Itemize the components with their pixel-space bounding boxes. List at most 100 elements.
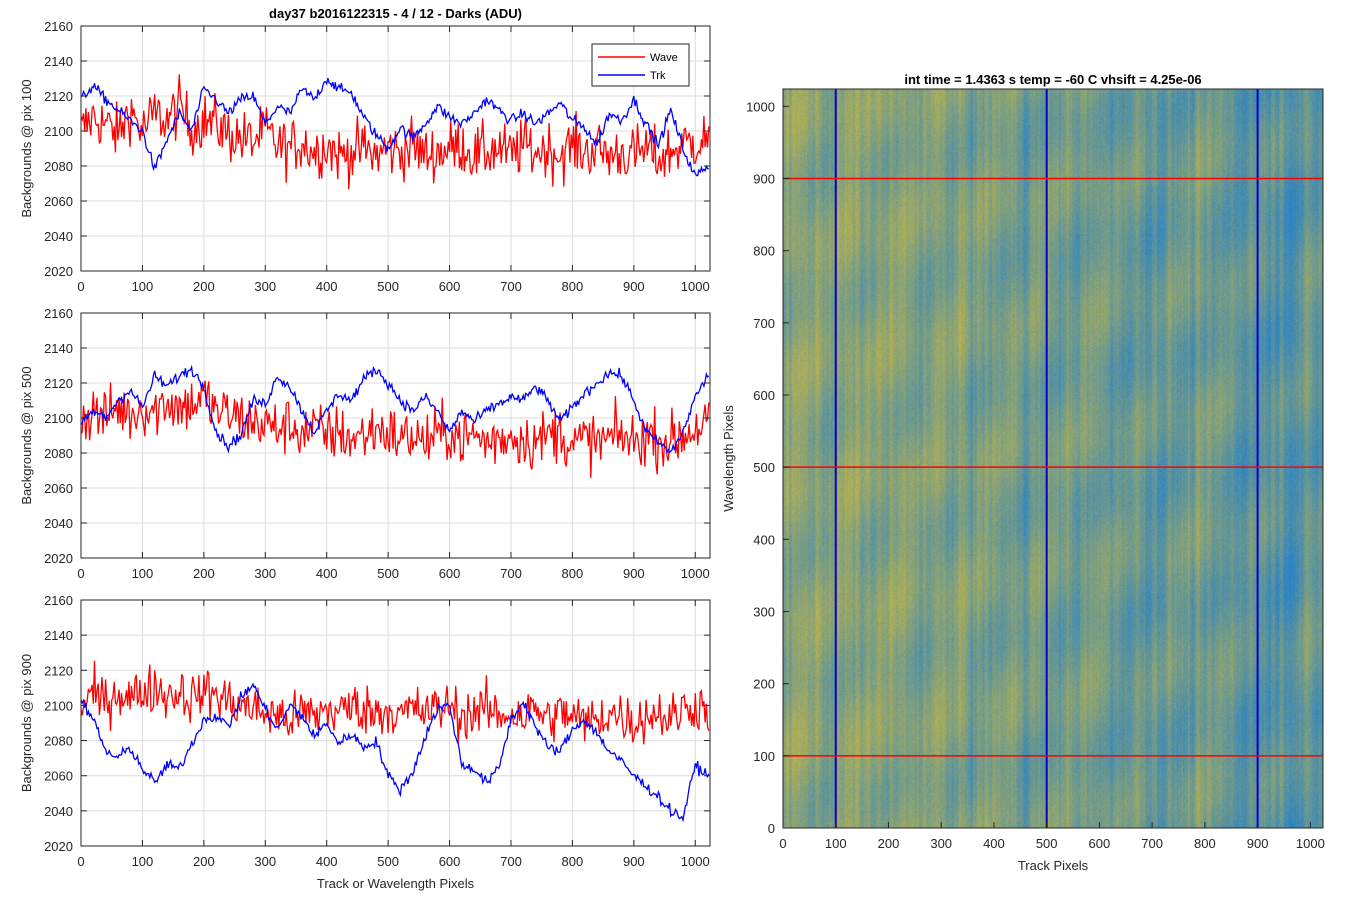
- y-tick-label: 2020: [44, 551, 73, 566]
- x-tick-label: 1000: [681, 854, 710, 869]
- y-tick-label: 2120: [44, 663, 73, 678]
- y-tick-label: 2040: [44, 516, 73, 531]
- axes-box: [80, 312, 711, 559]
- x-tick-label: 200: [193, 566, 215, 581]
- y-tick-label: 800: [753, 244, 775, 259]
- series-line-trk: [80, 77, 709, 177]
- x-tick-label: 600: [439, 279, 461, 294]
- y-tick-label: 2080: [44, 159, 73, 174]
- x-tick-label: 400: [316, 279, 338, 294]
- legend-box: [591, 43, 690, 87]
- x-tick-label: 400: [316, 854, 338, 869]
- y-tick-label: 2160: [44, 19, 73, 34]
- x-tick-label: 100: [132, 566, 154, 581]
- x-tick-label: 700: [500, 566, 522, 581]
- x-tick-label: 800: [1194, 836, 1216, 851]
- heatmap-chart: 0 100 200 300 400 500 600 700 800 900 1000 0 100 200 3…: [721, 72, 1325, 873]
- y-tick-label: 2080: [44, 446, 73, 461]
- x-tick-label: 700: [1141, 836, 1163, 851]
- y-tick-label: 500: [753, 460, 775, 475]
- axes-box: [782, 88, 1324, 829]
- x-tick-label: 100: [132, 279, 154, 294]
- figure-title: day37 b2016122315 - 4 / 12 - Darks (ADU): [269, 6, 522, 21]
- x-tick-label: 900: [623, 854, 645, 869]
- x-tick-label: 300: [254, 279, 276, 294]
- y-tick-label: 300: [753, 604, 775, 619]
- y-tick-label: 2160: [44, 306, 73, 321]
- y-tick-label: 0: [768, 821, 775, 836]
- y-tick-label: 2100: [44, 698, 73, 713]
- axes-box: [80, 25, 711, 272]
- y-tick-label: 2120: [44, 89, 73, 104]
- y-tick-label: 2020: [44, 264, 73, 279]
- x-tick-label: 1000: [681, 279, 710, 294]
- series-line-wave: [80, 380, 710, 478]
- x-tick-label: 400: [316, 566, 338, 581]
- y-tick-label: 2080: [44, 734, 73, 749]
- x-axis-label: Track Pixels: [1018, 858, 1089, 873]
- heatmap-title: int time = 1.4363 s temp = -60 C vhsift …: [904, 72, 1201, 87]
- y-tick-label: 1000: [746, 99, 775, 114]
- series-line-wave: [80, 660, 710, 745]
- x-tick-label: 500: [377, 854, 399, 869]
- y-tick-label: 2140: [44, 54, 73, 69]
- y-tick-label: 200: [753, 677, 775, 692]
- y-tick-label: 2160: [44, 593, 73, 608]
- line-chart-2: 0 100 200 300 400 500 600 700 800 900 1000 2020 2040…: [19, 306, 711, 581]
- x-tick-label: 900: [1247, 836, 1269, 851]
- x-tick-label: 1000: [1296, 836, 1325, 851]
- y-tick-label: 100: [753, 749, 775, 764]
- heatmap-image: [783, 89, 1323, 828]
- x-tick-label: 600: [439, 854, 461, 869]
- x-tick-label: 0: [77, 279, 84, 294]
- y-tick-label: 2060: [44, 194, 73, 209]
- y-tick-label: 2140: [44, 628, 73, 643]
- x-tick-label: 300: [254, 854, 276, 869]
- y-tick-label: 2020: [44, 839, 73, 854]
- y-tick-label: 2040: [44, 804, 73, 819]
- y-axis-label: Backgrounds @ pix 500: [19, 366, 34, 504]
- y-axis-label: Backgrounds @ pix 900: [19, 654, 34, 792]
- y-tick-label: 2140: [44, 341, 73, 356]
- y-tick-label: 2040: [44, 229, 73, 244]
- x-tick-label: 200: [193, 279, 215, 294]
- x-tick-label: 500: [377, 566, 399, 581]
- x-tick-label: 0: [77, 854, 84, 869]
- x-tick-label: 1000: [681, 566, 710, 581]
- x-tick-label: 900: [623, 279, 645, 294]
- legend-label-wave: Wave: [650, 52, 678, 64]
- x-tick-label: 600: [1089, 836, 1111, 851]
- x-axis-label: Track or Wavelength Pixels: [317, 876, 475, 891]
- x-tick-label: 900: [623, 566, 645, 581]
- x-tick-label: 400: [983, 836, 1005, 851]
- x-tick-label: 600: [439, 566, 461, 581]
- y-tick-label: 2120: [44, 376, 73, 391]
- y-tick-label: 900: [753, 171, 775, 186]
- y-tick-label: 2060: [44, 481, 73, 496]
- legend-label-trk: Trk: [650, 70, 666, 82]
- y-tick-label: 400: [753, 532, 775, 547]
- axes-box: [80, 599, 711, 847]
- y-tick-label: 2100: [44, 411, 73, 426]
- y-axis-label: Backgrounds @ pix 100: [19, 79, 34, 217]
- x-tick-label: 300: [930, 836, 952, 851]
- x-tick-label: 500: [377, 279, 399, 294]
- y-tick-label: 700: [753, 316, 775, 331]
- x-tick-label: 700: [500, 854, 522, 869]
- line-chart-3: 0 100 200 300 400 500 600 700 800 900 1000 2020 2040…: [19, 593, 711, 891]
- x-tick-label: 100: [132, 854, 154, 869]
- x-tick-label: 700: [500, 279, 522, 294]
- series-line-trk: [80, 364, 710, 455]
- y-tick-label: 2060: [44, 769, 73, 784]
- x-tick-label: 200: [878, 836, 900, 851]
- y-axis-label: Wavelength Pixels: [721, 405, 736, 512]
- y-tick-label: 2100: [44, 124, 73, 139]
- x-tick-label: 800: [562, 279, 584, 294]
- x-tick-label: 0: [77, 566, 84, 581]
- x-tick-label: 0: [779, 836, 786, 851]
- x-tick-label: 300: [254, 566, 276, 581]
- x-tick-label: 100: [825, 836, 847, 851]
- x-tick-label: 500: [1036, 836, 1058, 851]
- x-tick-label: 200: [193, 854, 215, 869]
